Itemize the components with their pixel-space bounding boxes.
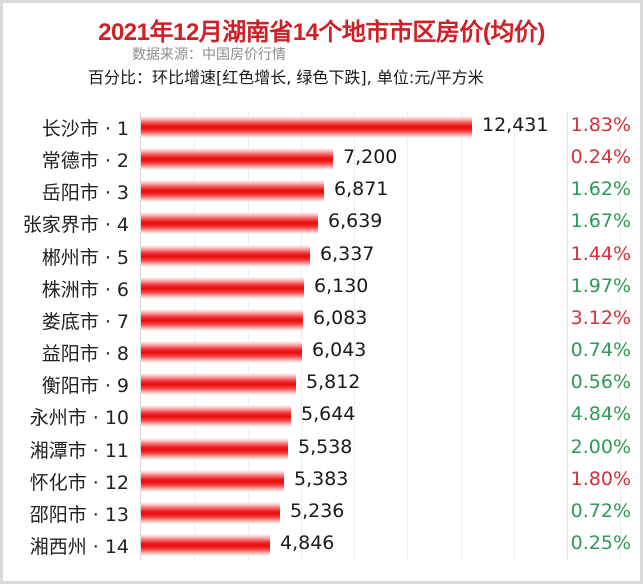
bar-row: 湘西州 · 14 4,846 0.25% [0,529,643,561]
legend-note: 百分比：环比增速[红色增长, 绿色下跌], 单位:元/平方米 [88,68,484,87]
y-axis-line [140,112,141,560]
bar-row: 邵阳市 · 13 5,236 0.72% [0,497,643,529]
category-label: 张家界市 · 4 [22,214,129,236]
price-value-label: 7,200 [343,146,398,168]
price-value-label: 5,644 [301,403,356,425]
mom-change-increase: 1.44% [570,243,631,265]
bar-row: 岳阳市 · 3 6,871 1.62% [0,175,643,207]
gridline [461,112,462,560]
bar-row: 常德市 · 2 7,200 0.24% [0,143,643,175]
price-bar [141,212,318,234]
mom-change-increase: 3.12% [570,307,631,329]
category-label: 郴州市 · 5 [41,247,129,269]
bar-row: 郴州市 · 5 6,337 1.44% [0,240,643,272]
price-value-label: 6,130 [314,275,369,297]
mom-change-decrease: 0.72% [570,500,631,522]
price-value-label: 5,538 [298,436,353,458]
mom-change-increase: 0.24% [570,146,631,168]
gridline [248,112,249,560]
category-label: 常德市 · 2 [41,150,129,172]
price-value-label: 5,812 [306,371,361,393]
price-bar [141,277,304,299]
category-label: 邵阳市 · 13 [29,504,129,526]
price-bar [141,116,472,138]
category-label: 衡阳市 · 9 [41,375,129,397]
price-bar [141,373,296,395]
bar-row: 株洲市 · 6 6,130 1.97% [0,272,643,304]
category-label: 岳阳市 · 3 [41,182,129,204]
bar-row: 长沙市 · 1 12,431 1.83% [0,111,643,143]
bar-row: 张家界市 · 4 6,639 1.67% [0,207,643,239]
category-label: 湘西州 · 14 [29,536,129,558]
category-label: 湘潭市 · 11 [29,440,129,462]
price-value-label: 6,639 [328,210,383,232]
bar-row: 衡阳市 · 9 5,812 0.56% [0,368,643,400]
category-label: 株洲市 · 6 [41,279,129,301]
mom-change-decrease: 1.97% [570,275,631,297]
percent-column-separator [567,112,568,560]
mom-change-increase: 1.80% [570,468,631,490]
price-bar [141,470,284,492]
mom-change-decrease: 4.84% [570,403,631,425]
bar-row: 永州市 · 10 5,644 4.84% [0,400,643,432]
price-bar [141,341,302,363]
price-bar [141,148,333,170]
bar-row: 怀化市 · 12 5,383 1.80% [0,465,643,497]
mom-change-decrease: 0.74% [570,339,631,361]
chart-title: 2021年12月湖南省14个地市市区房价(均价) [98,19,545,46]
price-value-label: 12,431 [482,114,549,136]
price-bar [141,502,280,524]
mom-change-decrease: 1.62% [570,178,631,200]
data-source-note: 数据来源：中国房价行情 [132,47,286,63]
category-label: 娄底市 · 7 [41,311,129,333]
mom-change-decrease: 2.00% [570,436,631,458]
mom-change-decrease: 0.25% [570,532,631,554]
bar-row: 益阳市 · 8 6,043 0.74% [0,336,643,368]
price-value-label: 5,236 [290,500,345,522]
price-bar [141,180,324,202]
gridline [354,112,355,560]
price-bar [141,534,270,556]
gridline [620,112,621,560]
category-label: 永州市 · 10 [29,407,129,429]
gridline [514,112,515,560]
price-value-label: 6,043 [312,339,367,361]
category-label: 益阳市 · 8 [41,343,129,365]
price-bar [141,245,310,267]
price-value-label: 6,337 [320,243,375,265]
price-value-label: 6,083 [313,307,368,329]
gridline [194,112,195,560]
bar-row: 娄底市 · 7 6,083 3.12% [0,304,643,336]
gridline [407,112,408,560]
gridline [301,112,302,560]
price-bar [141,438,288,460]
category-label: 长沙市 · 1 [41,118,129,140]
price-value-label: 5,383 [294,468,349,490]
mom-change-increase: 1.83% [570,114,631,136]
price-bar [141,309,303,331]
category-label: 怀化市 · 12 [29,472,129,494]
price-bar [141,405,291,427]
price-value-label: 4,846 [280,532,335,554]
mom-change-decrease: 0.56% [570,371,631,393]
mom-change-decrease: 1.67% [570,210,631,232]
bar-row: 湘潭市 · 11 5,538 2.00% [0,433,643,465]
price-value-label: 6,871 [334,178,389,200]
